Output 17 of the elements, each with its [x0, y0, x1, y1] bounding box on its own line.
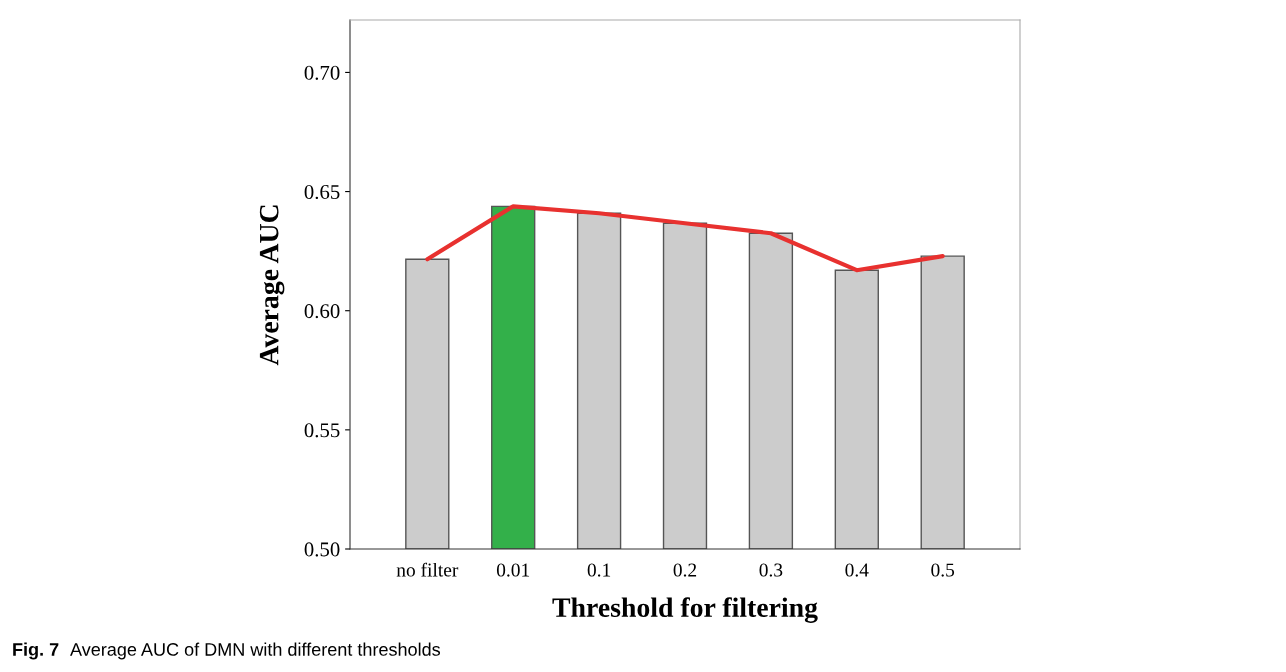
y-tick-label: 0.50 — [304, 542, 340, 557]
caption: Fig. 7 — [13, 642, 59, 660]
x-tick-label: 0.3 — [759, 563, 783, 577]
y-tick-label: 0.55 — [304, 423, 340, 438]
y-tick-label: 0.60 — [304, 304, 340, 319]
y-tick-label: 0.70 — [304, 65, 340, 80]
x-tick-label: 0.4 — [845, 563, 869, 577]
x-tick-label: no filter — [396, 562, 459, 577]
y-tick-label: 0.65 — [304, 184, 340, 200]
x-tick-label: 0.2 — [673, 563, 697, 577]
line-series — [425, 204, 945, 273]
x-tick-label: 0.5 — [931, 563, 955, 577]
x-axis-title: Threshold for filtering — [552, 597, 818, 623]
x-tick-label: 0.01 — [496, 563, 530, 577]
text: Average AUC of DMN with different thresholds — [70, 642, 441, 660]
x-tick-label: 0.1 — [587, 563, 611, 577]
y-axis-title: Average AUC — [259, 205, 285, 366]
